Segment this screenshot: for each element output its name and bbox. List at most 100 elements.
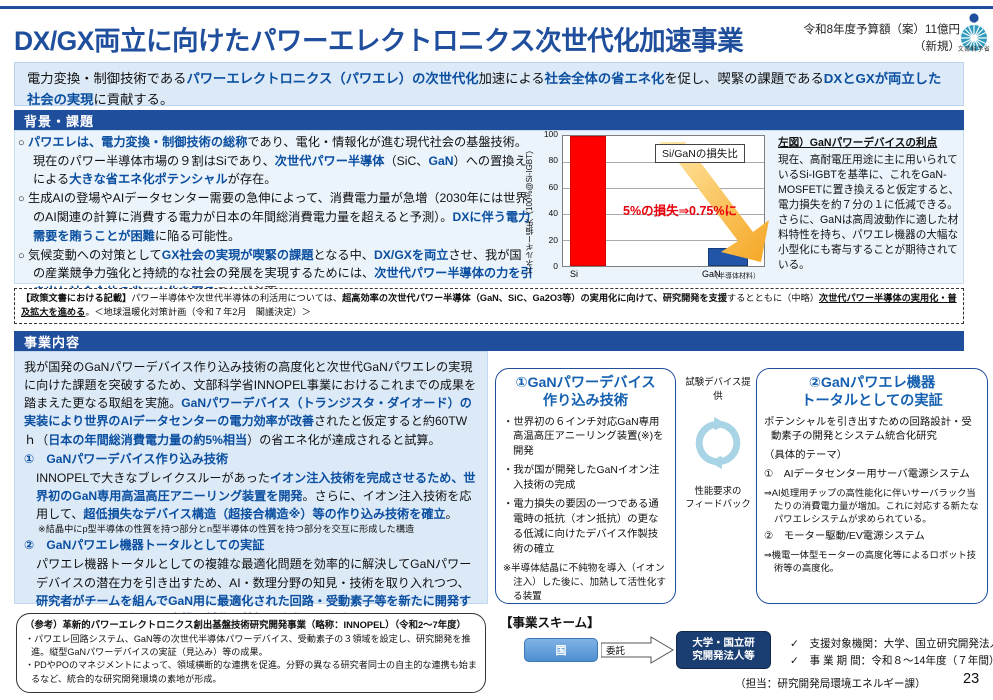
page-number: 23 [963,671,980,687]
reference-title: （参考）革新的パワーエレクトロニクス創出基盤技術研究開発事業（略称：INNOPE… [25,619,466,630]
text-run: INNOPELで大きなブレイクスルーがあった [36,470,270,485]
theme-2-item-2-detail: ⇒機電一体型モーターの高度化等によるロボット技術等の高度化。 [764,549,977,573]
scheme-node-institution: 大学・国立研 究開発法人等 [676,631,771,669]
scheme-institution-line-1: 大学・国立研 [692,637,755,649]
theme-2-item-1-title: ① AIデータセンター用サーバ電源システム [764,469,970,481]
scheme-check-2: ✓ 事 業 期 間：令和８～14年度（７年間） [790,655,993,668]
background-panel [14,130,964,284]
text-run: となる中、 [313,247,374,262]
cycle-bottom-label-line-2: フィードバック [685,497,751,509]
chart-x-labels: Si GaN [562,269,765,283]
bullet-marker-icon: ○ [18,137,25,149]
policy-text-2: するとともに（中略） [727,293,819,303]
lead-run-2: 加速による [478,71,545,86]
theme-2-heading: ②GaNパワエレ機器 トータルとしての実証 [764,375,980,411]
policy-bold-1: 超高効率の次世代パワー半導体（GaN、SiC、Ga2O3等）の実用化に向けて、研… [342,293,728,303]
text-run: 気候変動への対策として [28,247,162,262]
chart-y-tick: 40 [548,208,558,219]
chart-explanation: 左図）GaNパワーデバイスの利点 現在、高耐電圧用途に主に用いられているSi-I… [778,136,964,273]
chart-y-tick: 100 [543,129,558,139]
theme-1-body: ・世界初の６インチ対応GaN専用高温高圧アニーリング装置(※)を開発 ・我が国が… [503,416,668,604]
chart-y-tick: 80 [548,155,558,166]
contact-department: （担当：研究開発局環境エネルギー課） [735,678,926,690]
lead-statement: 電力変換・制御技術であるパワーエレクトロニクス（パワエレ）の次世代化加速による社… [14,62,964,107]
business-item-title: ② GaNパワエレ機器トータルとしての実証 [24,538,265,553]
scheme-node-institution-text: 大学・国立研 究開発法人等 [692,637,754,664]
text-run: （SiC、 [384,153,429,168]
lead-run-1: 電力変換・制御技術である [27,71,187,86]
chart-bar-si [570,136,606,266]
business-item-body: INNOPELで大きなブレイクスルーがあったイオン注入技術を完成させるため、世界… [24,469,479,523]
text-run-bold: GaNパワーデバイス（トランジスタ・ダイオード）の実装により世界のAIデータセン… [24,396,472,429]
text-run: 。 [445,507,458,522]
mext-logo-icon [961,13,987,51]
policy-underline-1: 次世代パワー半導体の実用化・普及拡大を進める [21,293,957,317]
bullet-marker-icon: ○ [18,193,25,206]
text-run: 生成AIの登場やAIデータセンター需要の急伸によって、消費電力量が急増（2030… [28,191,528,225]
theme-2-subheading: （具体的テーマ） [764,450,848,462]
theme-1-note: ※半導体結晶に不純物を導入（イオン注入）した後に、加熱して活性化する装置 [503,563,666,602]
reference-line-2: ・PDやPOのマネジメントによって、領域横断的な連携を促進。分野の異なる研究者同… [25,660,477,684]
chart-y-tick: 0 [553,261,558,271]
text-run: パワエレ機器トータルとしての複雑な最適化問題を効率的に解決してGaNパワーデバイ… [36,557,472,590]
scheme-details: ✓ 支援対象機関：大学、国立研究開発法人等 ✓ 事 業 期 間：令和８～14年度… [790,636,993,670]
text-run: ）への置換えによる [33,153,527,187]
budget-line-1: 令和8年度予算額（案）11億円 [803,24,960,36]
theme-1-bullet-1: ・世界初の６インチ対応GaN専用高温高圧アニーリング装置(※)を開発 [503,416,664,458]
business-item-title: ① GaNパワーデバイス作り込み技術 [24,451,229,466]
scheme-title: 【事業スキーム】 [500,616,600,630]
lead-bold-1: パワーエレクトロニクス（パワエレ）の次世代化 [186,71,479,86]
text-run: されたと仮定すると約60TWｈ（ [24,414,468,447]
text-run-bold: 大きな省エネ化ポテンシャル [69,172,228,187]
loss-comparison-chart: エネルギー損失（100%@Si-IGBT） 0 20 40 60 80 100 Si/Ga… [525,129,773,283]
bullet-marker-icon: ○ [18,249,25,262]
policy-text-1: パワー半導体や次世代半導体の利活用については、 [131,293,343,303]
business-item: ① GaNパワーデバイス作り込み技術 INNOPELで大きなブレイクスルーがあった… [24,450,479,537]
lead-bold-2: 社会全体の省エネ化 [544,71,665,86]
cycle-bottom-label: 性能要求の フィードバック [683,485,753,510]
text-run: 。さらに、イオン注入技術を応用して、 [36,488,472,522]
business-content-text: 我が国発のGaNパワーデバイス作り込み技術の高度化と次世代GaNパワエレの実現に… [14,351,488,662]
background-bullet-list: ○ パワエレは、電力変換・制御技術の総称であり、電化・情報化が進む現代社会の基盤… [18,133,533,302]
budget-line-2: （新規） [914,40,960,53]
theme-2-item-2-title: ② モーター駆動/EV電源システム [764,530,925,542]
policy-prefix: 【政策文書における記載】 [21,293,132,303]
theme-2-heading-line-2: トータルとしての実証 [801,392,943,409]
decline-arrow-icon [659,142,769,262]
page-header: DX/GX両立に向けたパワーエレクトロニクス次世代化加速事業 令和8年度予算額（… [0,9,993,57]
budget-amount: 令和8年度予算額（案）11億円 （新規） [760,22,960,55]
theme-box-1: ①GaNパワーデバイス 作り込み技術 ・世界初の６インチ対応GaN専用高温高圧ア… [495,368,676,604]
lead-run-4: に貢献する。 [93,91,174,107]
chart-plot-area: Si/GaNの損失比 5%の損失⇒0.75%に [562,135,769,267]
chart-callout-label: Si/GaNの損失比 [655,144,745,163]
text-run: ）の省エネ化が達成されると試算。 [247,432,441,447]
text-run-bold: イオン注入技術を完成させるため、世界初のGaN専用高温高圧アニーリング装置を開発 [36,470,476,503]
chart-y-tick: 20 [548,234,558,245]
text-run: させ、我が国の産業競争力強化と持続的な社会の発展を実現するためには、 [33,247,522,281]
feedback-cycle: 試験デバイス提供 性能要求の フィードバック [683,372,753,592]
theme-1-heading-line-1: ①GaNパワーデバイス [515,375,656,391]
cycle-top-label: 試験デバイス提供 [685,376,751,401]
text-run: に陥る可能性。 [154,228,241,243]
chart-x-axis-unit: （半導体材料） [711,273,760,280]
chart-y-axis-label: エネルギー損失（100%@Si-IGBT） [525,145,534,275]
business-item-footnote: ※結晶中にp型半導体の性質を持つ部分とn型半導体の性質を持つ部分を交互に形成した… [38,524,415,535]
theme-2-item-1-detail: ⇒AI処理用チップの高性能化に伴いサーバラック当たりの消費電力量が増加。これに対… [764,488,979,525]
theme-box-2: ②GaNパワエレ機器 トータルとしての実証 ポテンシャルを引き出すための回路設計… [756,368,988,604]
scheme-arrow-label: 委託 [606,646,626,657]
delegation-arrow-icon [601,636,674,664]
theme-1-bullet-3: ・電力損失の要因の一つである通電時の抵抗（オン抵抗）の更なる低減に向けたデバイス… [503,499,659,556]
text-run-bold: GaN [428,153,454,168]
text-run-bold: 次世代パワー半導体 [274,153,385,168]
section-header-content: 事業内容 [14,331,964,351]
chart-y-tick: 60 [548,181,558,192]
lead-run-3: を促し、喫緊の課題である [664,71,824,86]
page-title: DX/GX両立に向けたパワーエレクトロニクス次世代化加速事業 [14,26,744,56]
theme-1-bullet-2: ・我が国が開発したGaNイオン注入技術の完成 [503,465,660,492]
cycle-bottom-label-line-1: 性能要求の [694,485,742,496]
scheme-node-country: 国 [524,638,598,662]
reference-line-1: ・パワエレ回路システム、GaN等の次世代半導体パワーデバイス、受動素子の３領域を… [25,633,471,657]
policy-text-3: 。＜地球温暖化対策計画（令和７年2月 閣議決定）＞ [85,306,311,317]
lead-bold-3: DXとGXが両立した社会の実現 [27,71,942,107]
